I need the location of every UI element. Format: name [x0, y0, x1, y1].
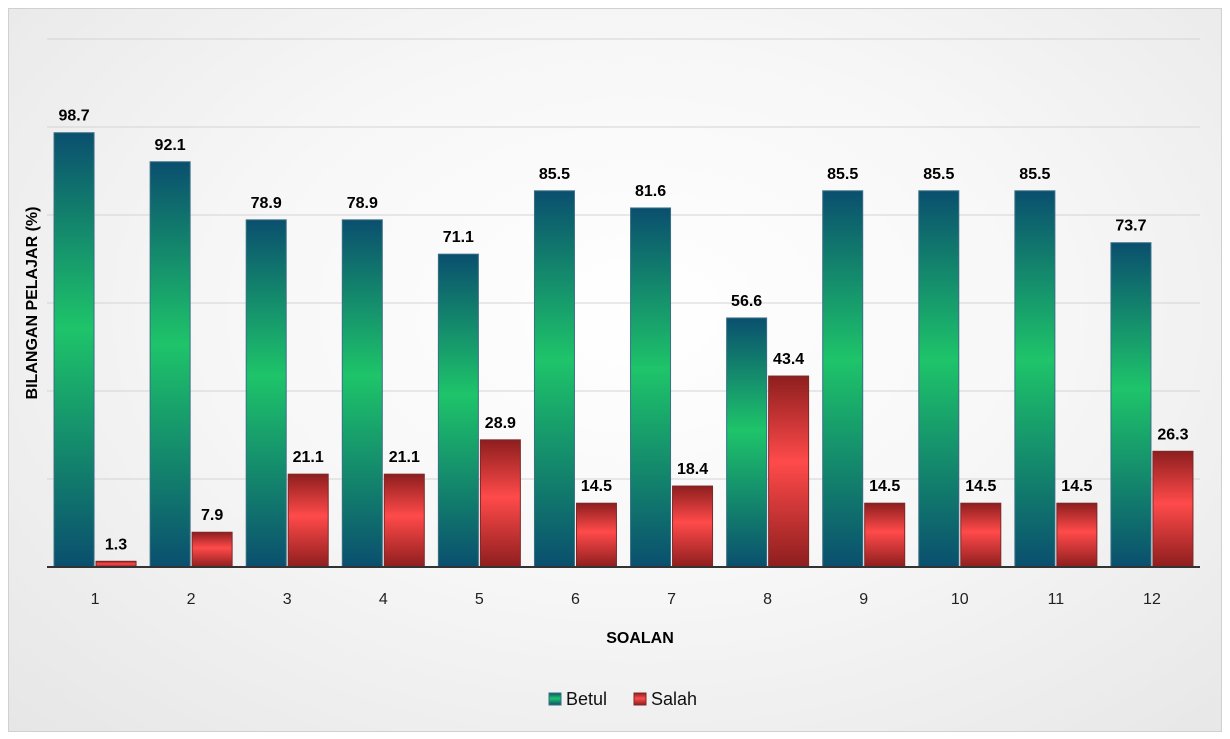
legend-swatch-betul — [548, 692, 562, 706]
data-label-betul-8: 56.6 — [731, 293, 762, 310]
x-tick-label: 3 — [283, 591, 292, 608]
x-axis: 1 2 3 4 5 6 7 8 9 10 11 12 — [47, 566, 1200, 608]
data-label-salah-6: 14.5 — [581, 478, 612, 495]
bars — [53, 132, 1194, 568]
x-tick-label: 8 — [763, 591, 772, 608]
data-label-betul-10: 85.5 — [923, 166, 954, 183]
bar-salah-9 — [864, 502, 906, 568]
bar-betul-1 — [53, 132, 95, 568]
bar-betul-12 — [1110, 242, 1152, 568]
x-tick-label: 10 — [951, 591, 969, 608]
x-tick-label: 5 — [475, 591, 484, 608]
bar-betul-9 — [822, 190, 864, 568]
bar-betul-5 — [437, 253, 479, 568]
bar-betul-11 — [1014, 190, 1056, 568]
data-label-salah-10: 14.5 — [965, 478, 996, 495]
data-label-salah-7: 18.4 — [677, 461, 708, 478]
bar-betul-6 — [533, 190, 575, 568]
data-label-betul-4: 78.9 — [347, 195, 378, 212]
data-label-betul-7: 81.6 — [635, 183, 666, 200]
bar-salah-8 — [768, 375, 810, 568]
data-label-salah-9: 14.5 — [869, 478, 900, 495]
bar-salah-11 — [1056, 502, 1098, 568]
x-tick-label: 9 — [859, 591, 868, 608]
legend: Betul Salah — [548, 689, 697, 709]
gridlines — [47, 38, 1200, 480]
legend-label-salah: Salah — [651, 689, 697, 709]
bar-salah-6 — [575, 502, 617, 568]
bar-salah-2 — [191, 531, 233, 568]
bar-betul-4 — [341, 219, 383, 568]
data-label-betul-5: 71.1 — [443, 229, 474, 246]
x-tick-label: 11 — [1048, 591, 1065, 608]
bar-salah-12 — [1152, 450, 1194, 568]
data-label-betul-6: 85.5 — [539, 166, 570, 183]
data-label-salah-3: 21.1 — [293, 449, 324, 466]
bar-salah-3 — [287, 473, 329, 568]
x-tick-label: 4 — [379, 591, 388, 608]
x-axis-title: SOALAN — [606, 630, 674, 647]
data-label-betul-1: 98.7 — [58, 108, 89, 125]
bar-salah-7 — [672, 485, 714, 568]
bar-betul-2 — [149, 161, 191, 568]
data-label-salah-1: 1.3 — [105, 536, 127, 553]
data-label-salah-4: 21.1 — [389, 449, 420, 466]
x-tick-label: 6 — [571, 591, 580, 608]
legend-swatch-salah — [633, 692, 647, 706]
data-labels: 98.7 1.3 92.1 7.9 78.9 21.1 78.9 21.1 71.1 28.9 85… — [58, 108, 1188, 554]
data-label-betul-3: 78.9 — [251, 195, 282, 212]
data-label-salah-5: 28.9 — [485, 415, 516, 432]
data-label-salah-11: 14.5 — [1061, 478, 1092, 495]
x-tick-label: 7 — [667, 591, 676, 608]
legend-label-betul: Betul — [566, 689, 607, 709]
data-label-betul-11: 85.5 — [1019, 166, 1050, 183]
y-axis-title: BILANGAN PELAJAR (%) — [24, 207, 41, 400]
data-label-betul-2: 92.1 — [155, 137, 186, 154]
x-tick-label: 2 — [187, 591, 196, 608]
bar-betul-7 — [630, 207, 672, 568]
bar-betul-3 — [245, 219, 287, 568]
data-label-betul-12: 73.7 — [1115, 218, 1146, 235]
x-tick-label: 1 — [91, 591, 100, 608]
data-label-betul-9: 85.5 — [827, 166, 858, 183]
bar-salah-4 — [383, 473, 425, 568]
bar-betul-10 — [918, 190, 960, 568]
bar-betul-8 — [726, 317, 768, 568]
bar-salah-5 — [479, 439, 521, 568]
data-label-salah-2: 7.9 — [201, 507, 223, 524]
data-label-salah-12: 26.3 — [1157, 426, 1188, 443]
x-tick-label: 12 — [1143, 591, 1161, 608]
data-label-salah-8: 43.4 — [773, 351, 804, 368]
bar-salah-10 — [960, 502, 1002, 568]
